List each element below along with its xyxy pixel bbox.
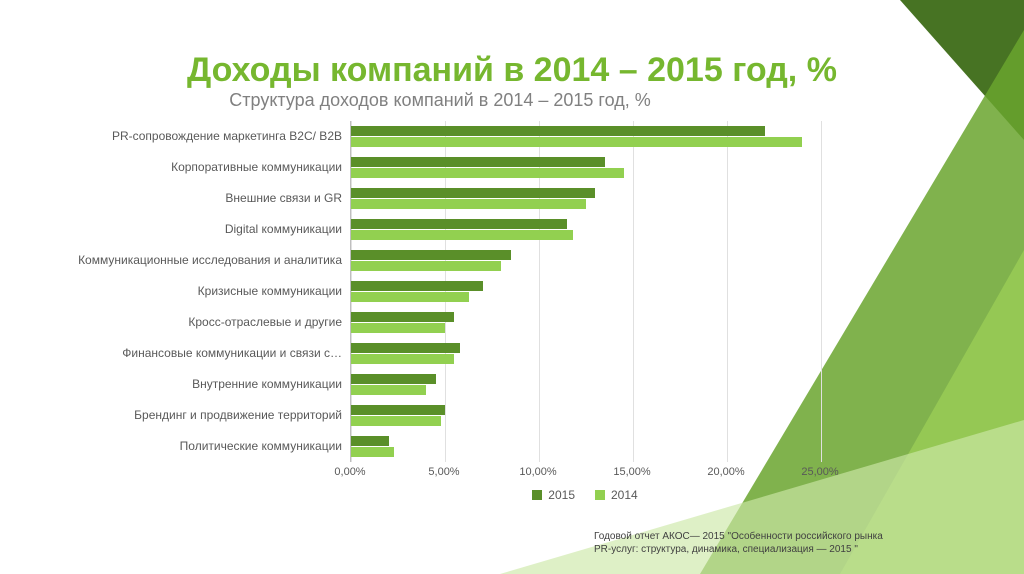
gridline: [821, 121, 822, 462]
bar-2014: [351, 261, 501, 271]
bar-2014: [351, 199, 586, 209]
bar-2015: [351, 219, 567, 229]
chart-subtitle: Структура доходов компаний в 2014 – 2015…: [60, 90, 820, 111]
revenue-chart: Структура доходов компаний в 2014 – 2015…: [60, 90, 820, 503]
legend-label: 2014: [611, 488, 638, 502]
chart-row: [351, 431, 820, 462]
source-note: Годовой отчет АКОС— 2015 "Особенности ро…: [594, 531, 894, 556]
chart-row: [351, 121, 820, 152]
legend-label: 2015: [548, 488, 575, 502]
x-tick-label: 15,00%: [613, 466, 650, 478]
chart-row: [351, 214, 820, 245]
bar-2015: [351, 188, 595, 198]
bar-2015: [351, 405, 445, 415]
bar-2015: [351, 126, 765, 136]
y-axis-label: Кросс-отраслевые и другие: [60, 307, 350, 338]
y-axis-label: Политические коммуникации: [60, 431, 350, 462]
y-axis-label: Digital коммуникации: [60, 214, 350, 245]
slide: { "title": "Доходы компаний в 2014 – 201…: [0, 0, 1024, 574]
chart-row: [351, 338, 820, 369]
chart-row: [351, 152, 820, 183]
bar-2014: [351, 385, 426, 395]
bar-2014: [351, 354, 454, 364]
y-axis-label: Внешние связи и GR: [60, 183, 350, 214]
bar-2015: [351, 281, 483, 291]
bar-2015: [351, 436, 389, 446]
chart-body: PR-сопровождение маркетинга B2C/ B2BКорп…: [60, 121, 820, 462]
legend-item: 2014: [595, 488, 638, 502]
x-tick-label: 20,00%: [707, 466, 744, 478]
chart-row: [351, 400, 820, 431]
y-axis-label: Брендинг и продвижение территорий: [60, 400, 350, 431]
chart-legend: 2015 2014: [350, 488, 820, 503]
x-axis: 0,00%5,00%10,00%15,00%20,00%25,00%: [350, 462, 820, 482]
chart-row: [351, 245, 820, 276]
legend-swatch: [595, 490, 605, 500]
y-axis-label: Коммуникационные исследования и аналитик…: [60, 245, 350, 276]
bar-2014: [351, 168, 624, 178]
bar-2014: [351, 230, 573, 240]
bar-2015: [351, 157, 605, 167]
chart-row: [351, 369, 820, 400]
x-tick-label: 25,00%: [801, 466, 838, 478]
bar-2015: [351, 343, 460, 353]
legend-swatch: [532, 490, 542, 500]
bar-2014: [351, 292, 469, 302]
x-tick-label: 5,00%: [428, 466, 459, 478]
y-axis-labels: PR-сопровождение маркетинга B2C/ B2BКорп…: [60, 121, 350, 462]
chart-plot-area: [350, 121, 820, 462]
chart-row: [351, 183, 820, 214]
bar-2015: [351, 312, 454, 322]
x-tick-label: 0,00%: [334, 466, 365, 478]
bar-2015: [351, 250, 511, 260]
y-axis-label: Кризисные коммуникации: [60, 276, 350, 307]
bar-2014: [351, 416, 441, 426]
legend-item: 2015: [532, 488, 575, 502]
bar-2014: [351, 323, 445, 333]
bar-2014: [351, 447, 394, 457]
y-axis-label: Финансовые коммуникации и связи с…: [60, 338, 350, 369]
chart-row: [351, 276, 820, 307]
y-axis-label: Корпоративные коммуникации: [60, 152, 350, 183]
y-axis-label: PR-сопровождение маркетинга B2C/ B2B: [60, 121, 350, 152]
bar-2015: [351, 374, 436, 384]
y-axis-label: Внутренние коммуникации: [60, 369, 350, 400]
x-tick-label: 10,00%: [519, 466, 556, 478]
chart-row: [351, 307, 820, 338]
slide-title: Доходы компаний в 2014 – 2015 год, %: [60, 51, 964, 90]
bar-2014: [351, 137, 802, 147]
